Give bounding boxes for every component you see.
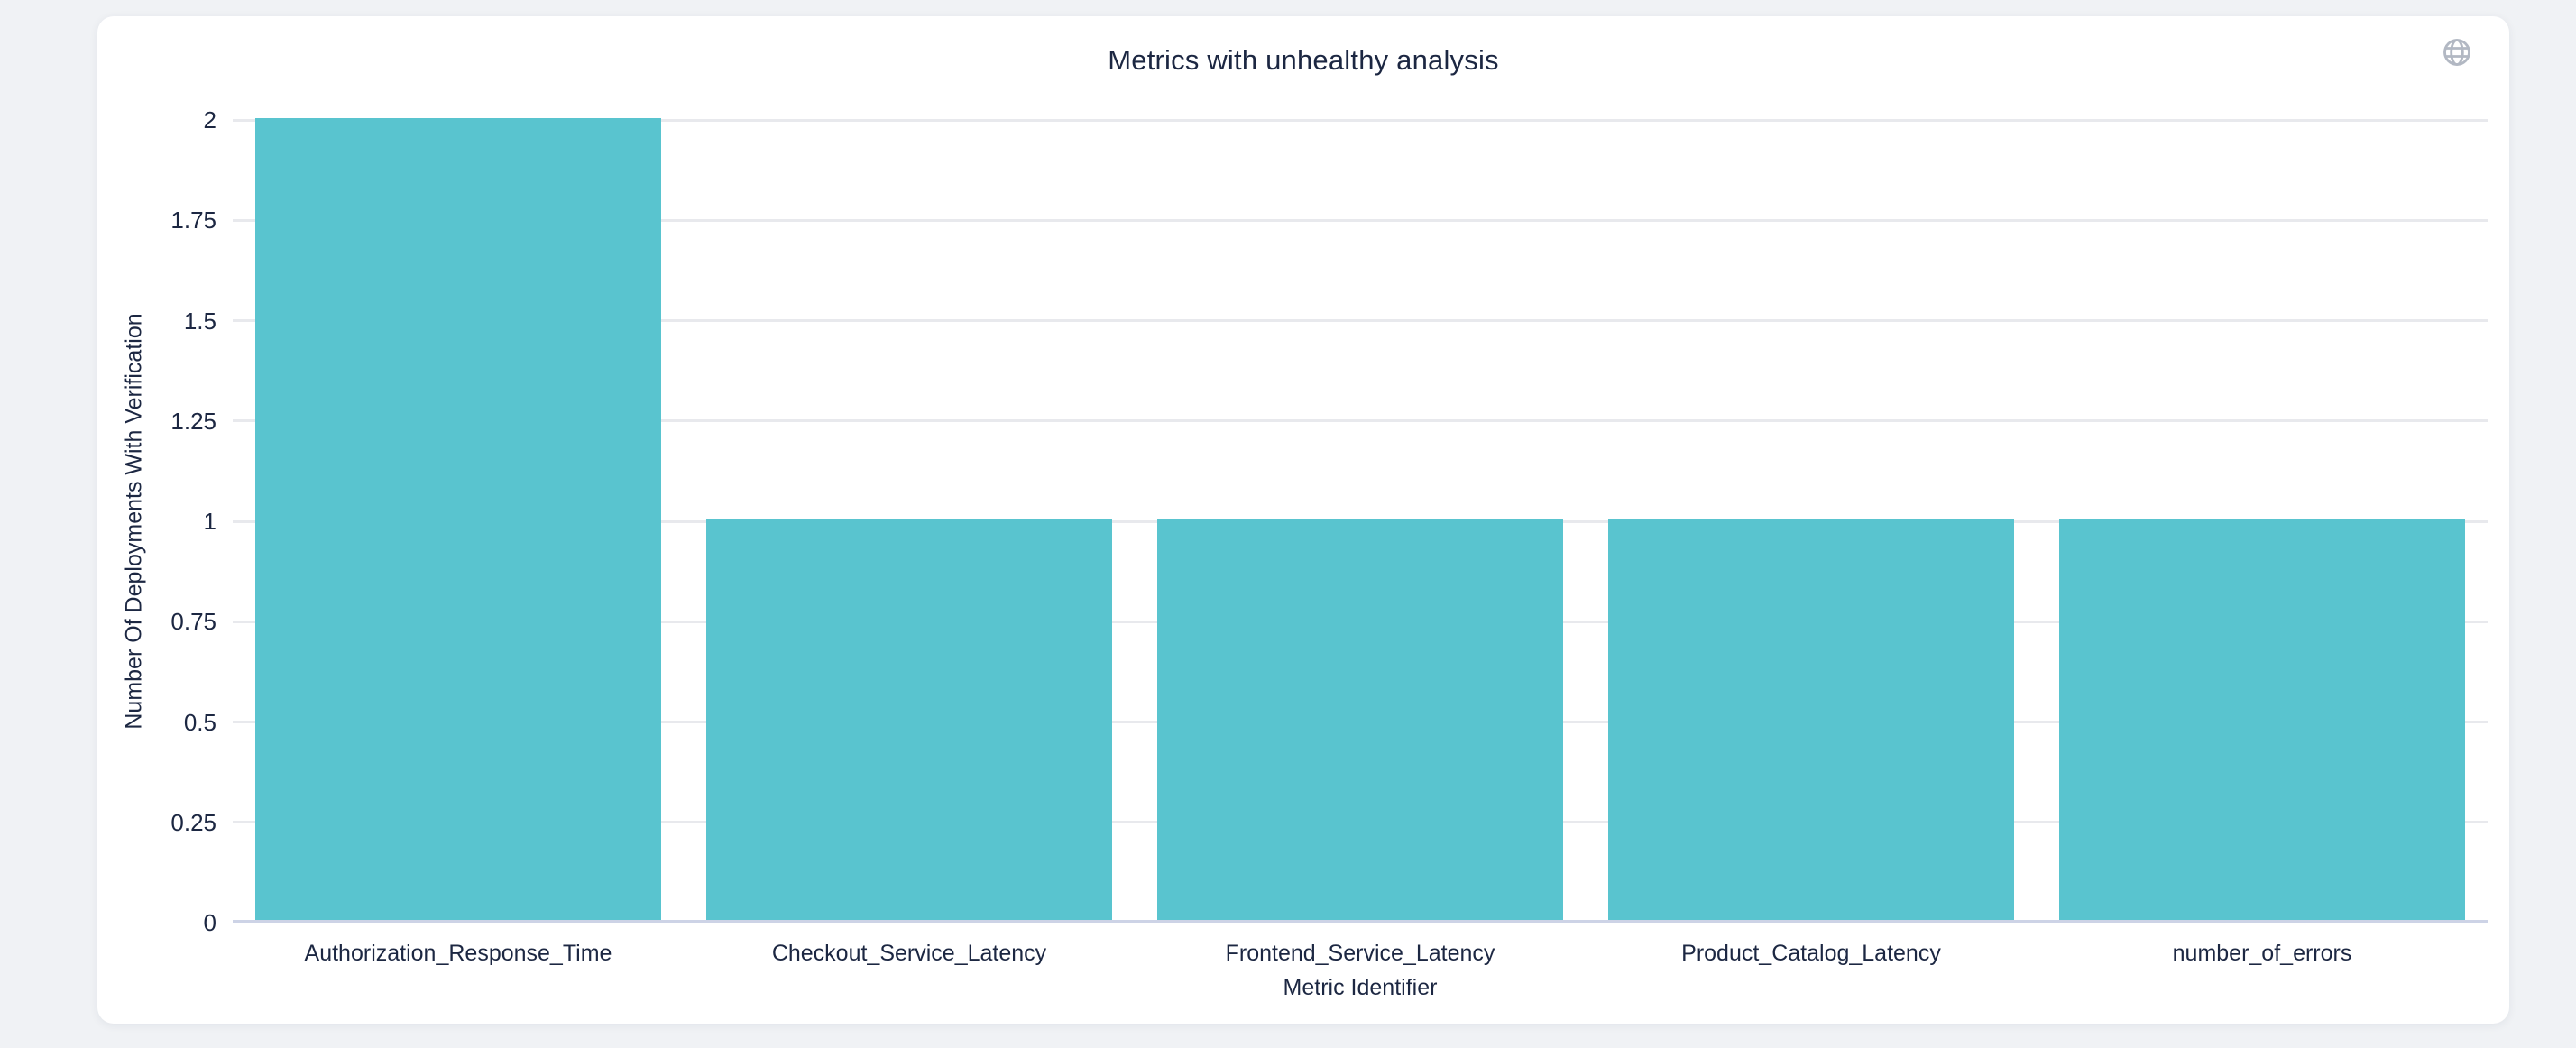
x-tick-label: Checkout_Service_Latency (771, 941, 1047, 966)
y-tick-label: 0.75 (170, 608, 216, 636)
x-tick-label: number_of_errors (2172, 941, 2352, 966)
gridline (233, 419, 2488, 423)
y-tick-label: 2 (203, 106, 216, 133)
bar[interactable] (255, 118, 661, 921)
gridline (233, 118, 2488, 122)
gridline (233, 319, 2488, 322)
bar[interactable] (1157, 519, 1563, 921)
chart-title: Metrics with unhealthy analysis (1108, 44, 1499, 76)
y-tick-label: 1.75 (170, 207, 216, 234)
y-tick-label: 1.25 (170, 407, 216, 435)
chart-card: Metrics with unhealthy analysis Number O… (97, 16, 2509, 1024)
x-tick-label: Product_Catalog_Latency (1681, 941, 1941, 966)
y-tick-label: 1 (203, 508, 216, 535)
x-axis-line (233, 920, 2488, 923)
bar[interactable] (706, 519, 1112, 921)
x-tick-label: Frontend_Service_Latency (1225, 941, 1495, 966)
x-axis-title: Metric Identifier (1283, 975, 1438, 1000)
gridline (233, 218, 2488, 222)
bar[interactable] (1608, 519, 2014, 921)
x-tick-label: Authorization_Response_Time (304, 941, 612, 966)
y-tick-label: 0.5 (183, 708, 216, 736)
y-tick-label: 0 (203, 909, 216, 936)
y-tick-label: 1.5 (183, 307, 216, 335)
plot-area: 0 0.25 0.5 0.75 1 1.25 1.5 1.75 2 Authorization_R… (170, 106, 2488, 966)
bar[interactable] (2059, 519, 2465, 921)
globe-icon[interactable] (2441, 34, 2477, 70)
y-tick-label: 0.25 (170, 808, 216, 836)
